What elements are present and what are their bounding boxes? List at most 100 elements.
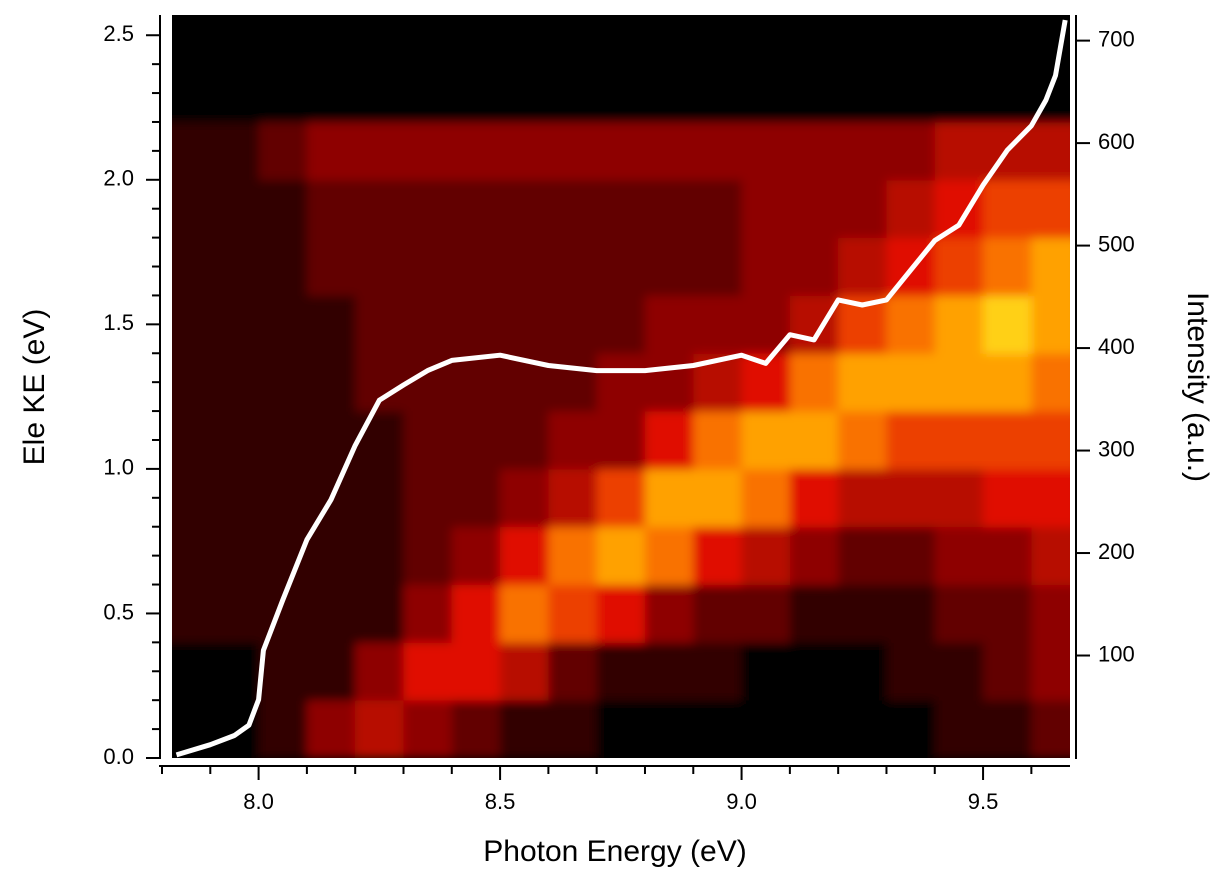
heatmap-cell	[306, 295, 356, 354]
heatmap-cell	[741, 700, 791, 758]
heatmap-cell	[306, 237, 356, 296]
heatmap-cell	[838, 121, 887, 181]
heatmap-cell	[1031, 584, 1070, 643]
heatmap-cell	[886, 179, 936, 239]
heatmap-cell	[789, 411, 839, 470]
heatmap-cell	[741, 179, 791, 239]
heatmap-cell	[451, 411, 501, 470]
heatmap-cell	[548, 526, 598, 586]
heatmap-cell	[983, 584, 1032, 643]
heatmap-cell	[258, 15, 308, 65]
y-tick-label: 0.0	[103, 744, 134, 769]
heatmap-cell	[789, 121, 839, 181]
heatmap-cell	[1031, 295, 1070, 354]
heatmap-cell	[596, 121, 646, 181]
heatmap-cell	[596, 584, 646, 643]
heatmap-cell	[596, 353, 646, 412]
x-tick-label: 9.5	[968, 789, 999, 814]
heatmap-cell	[838, 15, 887, 65]
heatmap-cell	[306, 700, 356, 758]
heatmap-cell	[1031, 15, 1070, 65]
heatmap-cell	[934, 700, 984, 758]
heatmap-cell	[172, 237, 211, 296]
heatmap-cell	[355, 15, 404, 65]
heatmap-cell	[210, 15, 260, 65]
heatmap-cell	[500, 642, 549, 701]
y2-tick-label: 300	[1098, 436, 1135, 461]
heatmap-cell	[500, 295, 549, 354]
heatmap-cell	[355, 179, 404, 239]
heatmap-cell	[983, 411, 1032, 470]
heatmap-cell	[934, 411, 984, 470]
heatmap-cell	[548, 15, 598, 65]
heatmap-cell	[500, 700, 549, 758]
heatmap-cell	[838, 179, 887, 239]
heatmap-cell	[172, 411, 211, 470]
heatmap-cell	[403, 121, 453, 181]
y2-tick-label: 700	[1098, 26, 1135, 51]
heatmap-cell	[886, 64, 936, 123]
heatmap-cell	[934, 179, 984, 239]
heatmap-cell	[838, 526, 887, 586]
heatmap-cell	[548, 121, 598, 181]
heatmap-cell	[789, 584, 839, 643]
heatmap-cell	[355, 121, 404, 181]
heatmap-cell	[210, 64, 260, 123]
heatmap-cell	[210, 700, 260, 758]
heatmap-cell	[548, 64, 598, 123]
heatmap-cell	[741, 411, 791, 470]
heatmap-cell	[693, 179, 743, 239]
heatmap-cell	[403, 642, 453, 701]
heatmap-cell	[693, 642, 743, 701]
heatmap-cell	[886, 526, 936, 586]
heatmap-cell	[403, 295, 453, 354]
heatmap-cell	[838, 468, 887, 528]
heatmap-cell	[838, 700, 887, 758]
heatmap-cell	[403, 526, 453, 586]
heatmap-cell	[983, 642, 1032, 701]
line-layer	[175, 19, 1068, 758]
heatmap-cell	[172, 642, 211, 701]
heatmap-cell	[934, 15, 984, 65]
heatmap-cell	[1031, 526, 1070, 586]
heatmap-cell	[355, 411, 404, 470]
heatmap-cell	[451, 15, 501, 65]
heatmap-cell	[886, 411, 936, 470]
heatmap-cell	[789, 64, 839, 123]
heatmap-cell	[741, 526, 791, 586]
heatmap-cell	[172, 468, 211, 528]
heatmap-cell	[789, 700, 839, 758]
heatmap-cell	[789, 295, 839, 354]
heatmap-cell	[644, 468, 694, 528]
heatmap-cell	[451, 237, 501, 296]
heatmap-cell	[596, 15, 646, 65]
heatmap-cell	[306, 526, 356, 586]
heatmap-cell	[644, 179, 694, 239]
heatmap-cell	[693, 468, 743, 528]
heatmap-cell	[983, 526, 1032, 586]
y2-tick-label: 100	[1098, 641, 1135, 666]
heatmap-cell	[403, 584, 453, 643]
heatmap-cell	[1031, 179, 1070, 239]
heatmap-cell	[172, 64, 211, 123]
heatmap-cell	[258, 468, 308, 528]
heatmap-cell	[983, 700, 1032, 758]
heatmap-cell	[596, 295, 646, 354]
heatmap-cell	[306, 642, 356, 701]
heatmap-cell	[210, 295, 260, 354]
heatmap-cell	[886, 121, 936, 181]
heatmap-cell	[451, 584, 501, 643]
heatmap-cell	[172, 15, 211, 65]
heatmap-cell	[355, 468, 404, 528]
heatmap-cell	[210, 121, 260, 181]
heatmap-cell	[258, 121, 308, 181]
heatmap-cell	[500, 237, 549, 296]
heatmap-cell	[403, 64, 453, 123]
heatmap-cell	[306, 179, 356, 239]
heatmap-cell	[548, 584, 598, 643]
heatmap-cell	[693, 584, 743, 643]
heatmap-cell	[644, 295, 694, 354]
heatmap-cell	[403, 237, 453, 296]
heatmap-cell	[451, 121, 501, 181]
